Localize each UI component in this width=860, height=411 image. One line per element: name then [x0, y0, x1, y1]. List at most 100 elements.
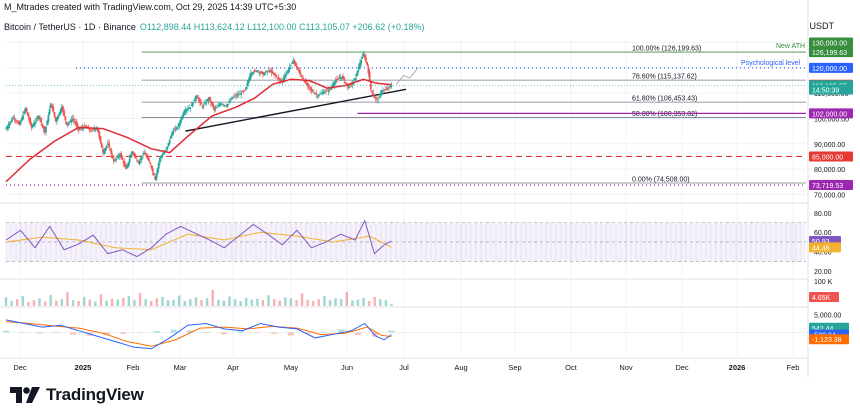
candle-body — [63, 110, 66, 116]
candle-body — [16, 121, 18, 122]
candle-body — [205, 101, 207, 105]
candle-body — [128, 158, 131, 163]
candle-body — [384, 89, 387, 91]
macd-histogram-bar — [53, 331, 60, 333]
volume-bar — [133, 300, 136, 306]
volume-bar — [256, 298, 259, 306]
time-tick-label: 2025 — [75, 363, 92, 372]
candle-body — [116, 156, 119, 158]
candle-body — [41, 124, 44, 126]
candle-body — [115, 158, 118, 160]
candle-body — [315, 93, 318, 95]
candle-body — [228, 102, 230, 104]
price-chart[interactable]: 100.00% (126,199.63) 78.60% (115,137.62) 6… — [0, 0, 860, 378]
candle-body — [339, 77, 342, 79]
candle-body — [139, 158, 142, 161]
candle-body — [336, 79, 338, 80]
price-axis[interactable]: 130,000.00 120,000.00 110,000.00 100,000.00… — [807, 0, 853, 378]
macd-histogram-bar — [120, 332, 127, 334]
currency-label[interactable]: USDT — [809, 21, 835, 31]
candle-body — [379, 93, 382, 96]
candle-body — [186, 108, 189, 111]
horizontal-levels: 100.00% (126,199.63) 78.60% (115,137.62) 6… — [6, 43, 806, 186]
volume-bar — [373, 296, 376, 306]
candle-body — [361, 56, 364, 59]
symbol-legend[interactable]: Bitcoin / TetherUS · 1D · Binance O112,89… — [4, 22, 424, 33]
volume-tick-label: 100 K — [814, 279, 833, 286]
rsi-tick-label: 80.00 — [814, 211, 832, 218]
macd-histogram-bar — [70, 332, 77, 335]
candle-body — [152, 172, 155, 176]
candle-body — [327, 89, 330, 92]
candle-body — [334, 80, 337, 83]
candle-body — [299, 72, 302, 75]
candle-body — [51, 104, 53, 108]
candle-body — [209, 101, 212, 103]
price-badge-bg — [809, 108, 853, 119]
price-badge-bg — [809, 151, 853, 162]
candle-body — [236, 94, 239, 96]
macd-histogram-bar — [354, 332, 361, 336]
macd-histogram-bar — [254, 332, 261, 333]
price-pane[interactable] — [5, 50, 806, 183]
volume-bar — [317, 299, 321, 306]
candle-body — [138, 160, 141, 165]
candle-body — [102, 148, 104, 153]
rsi-tick-label: 20.00 — [814, 269, 832, 276]
candle-body — [222, 104, 224, 106]
time-tick-label: May — [284, 363, 298, 372]
candle-body — [280, 80, 283, 82]
candle-body — [150, 165, 153, 168]
volume-bar — [161, 296, 164, 306]
candle-body — [256, 70, 258, 73]
candle-body — [257, 70, 260, 72]
candle-body — [340, 76, 343, 79]
candle-body — [25, 107, 28, 113]
candle-body — [20, 118, 23, 121]
macd-tick-label: 5,000.00 — [814, 312, 841, 319]
price-badge-bg — [809, 84, 853, 95]
candle-body — [328, 88, 331, 90]
candle-body — [325, 90, 327, 92]
candle-body — [343, 77, 346, 81]
candle-body — [49, 103, 52, 109]
candle-body — [266, 71, 269, 72]
candle-body — [144, 153, 147, 155]
candle-body — [17, 121, 20, 124]
candle-body — [272, 72, 275, 75]
macd-badge-bg — [809, 334, 849, 345]
candle-body — [326, 89, 329, 91]
candle-body — [42, 125, 45, 130]
volume-bar — [155, 298, 159, 306]
candle-body — [169, 135, 172, 139]
candle-body — [214, 108, 217, 110]
candle-body — [308, 84, 310, 88]
projection-path — [395, 67, 419, 85]
volume-bar — [222, 300, 226, 306]
volume-bar — [55, 300, 58, 306]
candle-body — [242, 91, 245, 93]
candle-body — [6, 126, 9, 130]
candle-body — [345, 82, 348, 85]
macd-histogram-bar — [137, 332, 144, 333]
time-axis[interactable]: Dec 2025 Feb Mar Apr May Jun Jul Aug Sep Oct Nov Dec… — [0, 357, 808, 372]
candle-body — [259, 72, 262, 74]
candle-body — [189, 107, 192, 109]
candle-body — [137, 161, 140, 163]
tradingview-logo[interactable]: TradingView — [10, 385, 144, 405]
candle-body — [12, 117, 15, 119]
candle-body — [262, 71, 264, 75]
volume-bar — [127, 296, 131, 306]
price-badge: 126,199.63 — [812, 50, 847, 57]
candle-body — [179, 119, 182, 125]
candle-body — [208, 96, 211, 101]
candle-body — [121, 156, 124, 160]
volume-bar — [4, 297, 8, 306]
macd-histogram-bar — [321, 331, 328, 333]
candle-body — [185, 109, 188, 111]
volume-bar — [105, 300, 108, 306]
candle-body — [286, 71, 289, 74]
candle-body — [91, 129, 93, 131]
volume-bar — [345, 291, 348, 306]
candle-body — [174, 128, 177, 130]
